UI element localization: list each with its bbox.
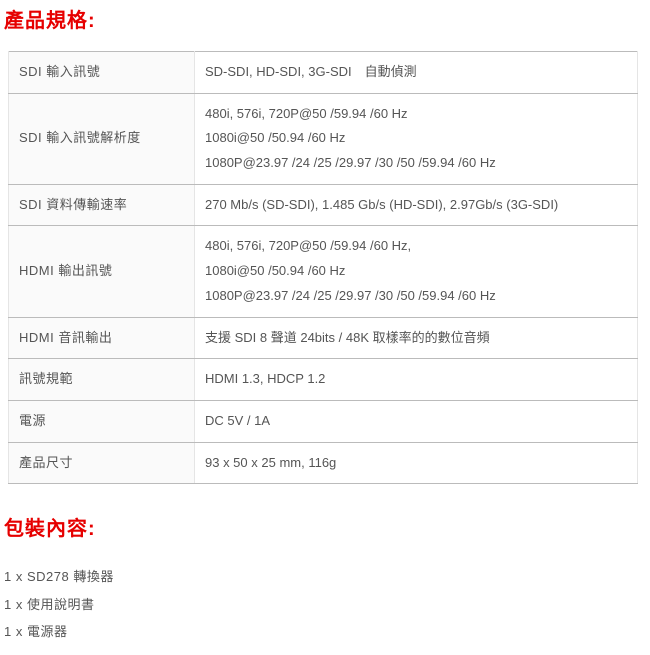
spec-value: SD-SDI, HD-SDI, 3G-SDI 自動偵測 (195, 52, 638, 94)
spec-label: 電源 (9, 400, 195, 442)
spec-label: SDI 資料傳輸速率 (9, 184, 195, 226)
list-item: 1 x SD278 轉換器 (4, 563, 646, 590)
spec-label: SDI 輸入訊號 (9, 52, 195, 94)
table-row: SDI 輸入訊號解析度 480i, 576i, 720P@50 /59.94 /… (9, 93, 638, 184)
table-row: HDMI 輸出訊號 480i, 576i, 720P@50 /59.94 /60… (9, 226, 638, 317)
list-item: 1 x 使用說明書 (4, 591, 646, 618)
spec-label: HDMI 輸出訊號 (9, 226, 195, 317)
spec-heading: 產品規格: (4, 4, 650, 33)
spec-table: SDI 輸入訊號 SD-SDI, HD-SDI, 3G-SDI 自動偵測 SDI… (8, 51, 638, 484)
table-row: 產品尺寸 93 x 50 x 25 mm, 116g (9, 442, 638, 484)
spec-value: 480i, 576i, 720P@50 /59.94 /60 Hz1080i@5… (195, 93, 638, 184)
table-row: SDI 輸入訊號 SD-SDI, HD-SDI, 3G-SDI 自動偵測 (9, 52, 638, 94)
table-row: SDI 資料傳輸速率 270 Mb/s (SD-SDI), 1.485 Gb/s… (9, 184, 638, 226)
package-heading: 包裝內容: (4, 512, 650, 541)
table-row: HDMI 音訊輸出 支援 SDI 8 聲道 24bits / 48K 取樣率的的… (9, 317, 638, 359)
spec-value: 480i, 576i, 720P@50 /59.94 /60 Hz,1080i@… (195, 226, 638, 317)
spec-value: HDMI 1.3, HDCP 1.2 (195, 359, 638, 401)
spec-value: DC 5V / 1A (195, 400, 638, 442)
spec-label: SDI 輸入訊號解析度 (9, 93, 195, 184)
list-item: 1 x 電源器 (4, 618, 646, 645)
spec-value: 270 Mb/s (SD-SDI), 1.485 Gb/s (HD-SDI), … (195, 184, 638, 226)
package-list: 1 x SD278 轉換器 1 x 使用說明書 1 x 電源器 (4, 563, 646, 645)
spec-value: 93 x 50 x 25 mm, 116g (195, 442, 638, 484)
spec-label: 產品尺寸 (9, 442, 195, 484)
spec-label: 訊號規範 (9, 359, 195, 401)
spec-label: HDMI 音訊輸出 (9, 317, 195, 359)
table-row: 訊號規範 HDMI 1.3, HDCP 1.2 (9, 359, 638, 401)
table-row: 電源 DC 5V / 1A (9, 400, 638, 442)
spec-value: 支援 SDI 8 聲道 24bits / 48K 取樣率的的數位音頻 (195, 317, 638, 359)
